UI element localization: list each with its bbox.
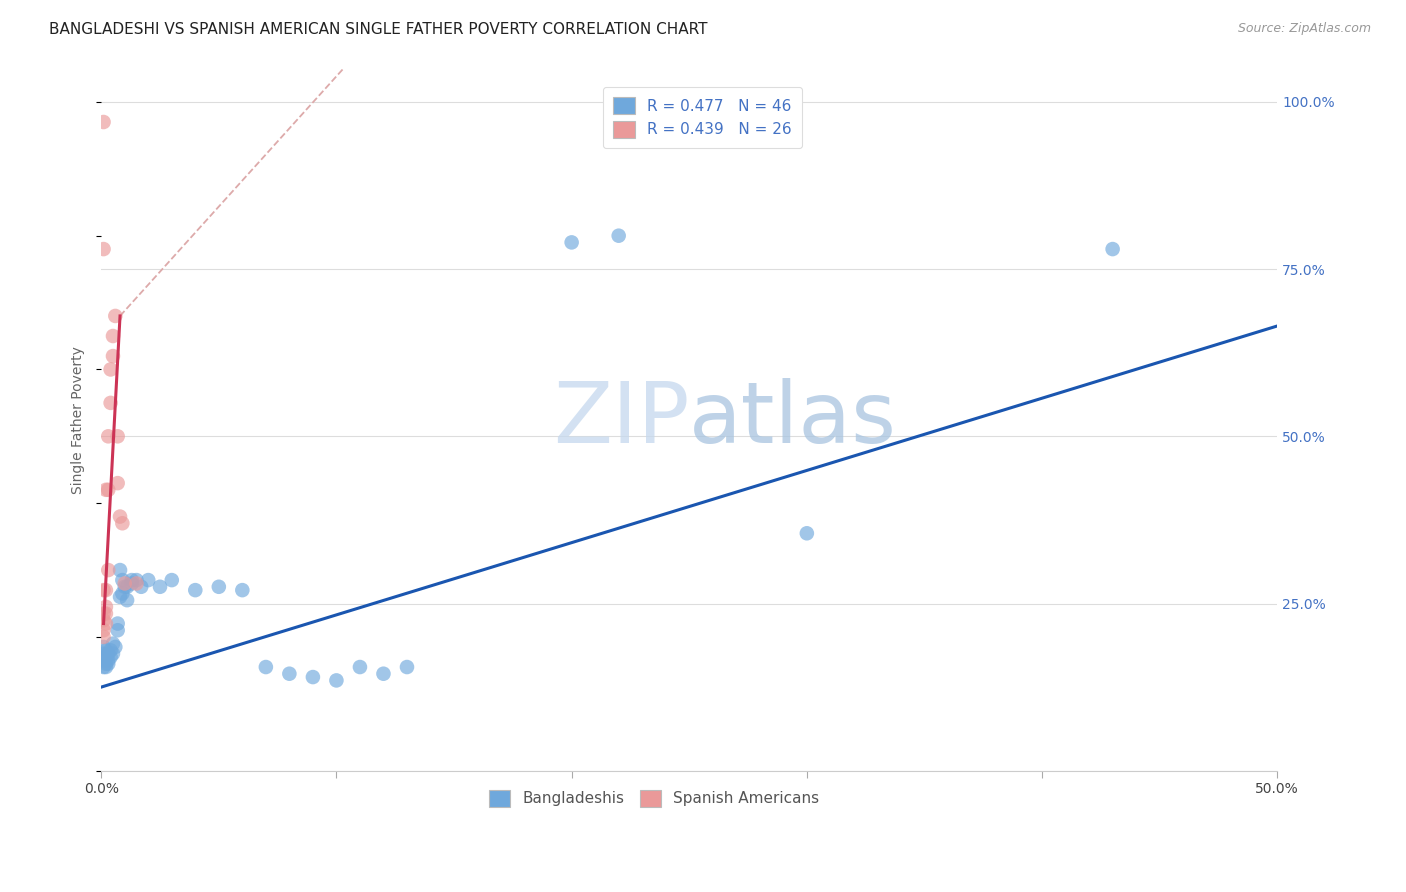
Point (111, 586, 134, 600)
Point (93, 660, 115, 674)
Point (101, 329, 124, 343)
Point (111, 516, 134, 531)
Point (254, 660, 277, 674)
Point (607, 228, 630, 243)
Point (373, 666, 395, 681)
Point (231, 583, 253, 598)
Point (149, 580, 172, 594)
Point (93, 613, 115, 627)
Point (121, 573, 143, 587)
Point (121, 576, 143, 591)
Point (1101, 242, 1123, 256)
Point (160, 573, 183, 587)
Point (111, 573, 134, 587)
Point (93, 242, 115, 256)
Point (94, 583, 117, 598)
Point (97, 653, 120, 667)
Legend: Bangladeshis, Spanish Americans: Bangladeshis, Spanish Americans (479, 780, 828, 815)
Point (101, 647, 124, 661)
Point (100, 362, 122, 376)
Point (93, 624, 115, 638)
Point (94, 660, 117, 674)
Point (101, 349, 124, 363)
Text: ZIP: ZIP (553, 378, 689, 461)
Point (796, 526, 818, 541)
Point (93, 115, 115, 129)
Point (125, 573, 148, 587)
Point (395, 660, 418, 674)
Point (325, 673, 347, 688)
Point (93, 647, 115, 661)
Point (125, 576, 148, 591)
Point (94, 643, 117, 657)
Point (115, 593, 138, 607)
Point (115, 580, 138, 594)
Point (93, 640, 115, 654)
Point (93, 653, 115, 667)
Point (104, 640, 127, 654)
Point (93, 607, 115, 621)
Point (107, 624, 129, 638)
Point (100, 396, 122, 410)
Point (94, 599, 117, 614)
Point (107, 616, 129, 631)
Point (114, 576, 136, 591)
Point (107, 429, 129, 443)
Point (97, 647, 120, 661)
Point (278, 666, 301, 681)
Point (94, 650, 117, 665)
Point (94, 616, 117, 631)
Point (100, 643, 122, 657)
Point (93, 583, 115, 598)
Point (94, 657, 117, 671)
Y-axis label: Single Father Poverty: Single Father Poverty (72, 346, 86, 493)
Text: BANGLADESHI VS SPANISH AMERICAN SINGLE FATHER POVERTY CORRELATION CHART: BANGLADESHI VS SPANISH AMERICAN SINGLE F… (49, 22, 707, 37)
Point (97, 483, 120, 497)
Point (97, 563, 120, 577)
Point (108, 509, 131, 524)
Point (129, 580, 152, 594)
Point (108, 590, 131, 604)
Point (208, 580, 231, 594)
Point (561, 235, 583, 250)
Point (184, 583, 207, 598)
Point (94, 607, 117, 621)
Point (97, 429, 120, 443)
Point (100, 650, 122, 665)
Text: atlas: atlas (689, 378, 897, 461)
Point (94, 483, 117, 497)
Text: Source: ZipAtlas.com: Source: ZipAtlas.com (1237, 22, 1371, 36)
Point (104, 309, 127, 323)
Point (107, 476, 129, 491)
Point (93, 630, 115, 644)
Point (349, 660, 371, 674)
Point (136, 573, 159, 587)
Point (108, 563, 131, 577)
Point (97, 657, 120, 671)
Point (114, 580, 136, 594)
Point (101, 637, 124, 651)
Point (302, 670, 325, 684)
